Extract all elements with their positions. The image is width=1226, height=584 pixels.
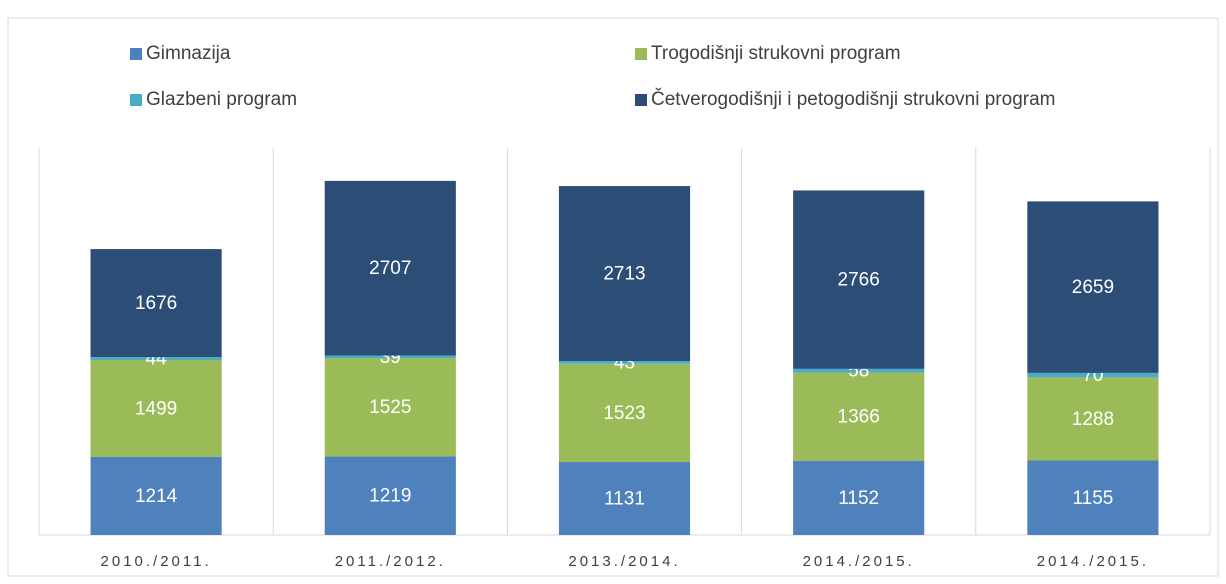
bar-segment — [1027, 372, 1159, 378]
data-label: 1214 — [135, 486, 178, 507]
data-label: 2766 — [838, 270, 880, 291]
data-label: 1152 — [838, 488, 879, 509]
data-label: 1219 — [369, 486, 411, 507]
data-label: 1288 — [1072, 409, 1114, 430]
legend-label: Gimnazija — [146, 43, 231, 64]
data-label: 1499 — [135, 398, 177, 419]
legend-swatch — [635, 48, 647, 60]
legend-swatch — [130, 48, 142, 60]
bar-segment — [793, 190, 925, 369]
bar-segment — [324, 355, 456, 359]
x-tick-label: 2013./2014. — [568, 553, 680, 570]
bar-segment — [558, 363, 691, 463]
bar-segment — [1027, 377, 1159, 461]
legend-label: Trogodišnji strukovni program — [651, 43, 901, 64]
data-label: 1523 — [603, 403, 645, 424]
x-tick-label: 2011./2012. — [335, 553, 446, 570]
data-label: 1525 — [369, 397, 411, 418]
legend-label: Glazbeni program — [146, 89, 297, 110]
data-label: 1676 — [135, 293, 177, 314]
data-label: 2659 — [1072, 277, 1114, 298]
bar-segment — [90, 249, 222, 358]
bar-segment — [558, 186, 691, 362]
bar-segment — [1027, 201, 1159, 373]
data-label: 1155 — [1072, 488, 1113, 509]
x-tick-label: 2010./2011. — [101, 553, 212, 570]
bar-segment — [90, 357, 222, 361]
legend-label: Četverogodišnji i petogodišnji strukovni… — [651, 88, 1055, 110]
data-label: 2707 — [369, 258, 411, 279]
bar-segment — [793, 372, 925, 461]
x-tick-label: 2014./2015. — [1037, 553, 1149, 570]
bar-segment — [324, 358, 456, 457]
bar-segment — [90, 456, 222, 535]
data-label: 2713 — [603, 264, 645, 285]
bar-segment — [793, 368, 925, 373]
data-label: 1131 — [604, 489, 645, 510]
data-label: 1366 — [838, 407, 880, 428]
bar-segment — [324, 456, 456, 535]
bar-segment — [793, 460, 925, 535]
legend-swatch — [635, 94, 647, 106]
bar-segment — [90, 360, 222, 457]
bar-segment — [558, 361, 691, 364]
bar-segment — [324, 180, 456, 356]
bar-segment — [558, 462, 691, 535]
bar-segment — [1027, 460, 1159, 535]
legend-swatch — [130, 94, 142, 106]
x-tick-label: 2014./2015. — [803, 553, 915, 570]
